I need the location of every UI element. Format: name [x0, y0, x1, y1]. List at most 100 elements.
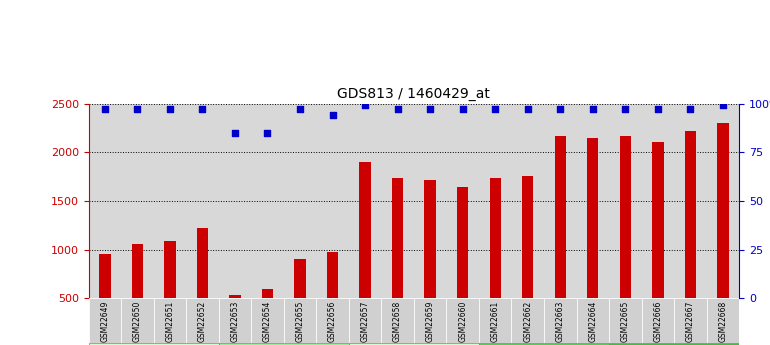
- Text: GSM22667: GSM22667: [686, 300, 695, 342]
- Text: GSM22660: GSM22660: [458, 300, 467, 342]
- Bar: [490, 178, 501, 298]
- Bar: [620, 136, 631, 298]
- Bar: [89, 298, 121, 343]
- Bar: [283, 298, 316, 343]
- Point: [99, 107, 111, 112]
- Bar: [294, 259, 306, 298]
- Bar: [554, 136, 566, 298]
- Bar: [154, 104, 186, 298]
- Bar: [89, 343, 219, 345]
- Bar: [707, 298, 739, 343]
- Bar: [196, 228, 208, 298]
- Point: [359, 103, 371, 108]
- Bar: [326, 252, 338, 298]
- Bar: [349, 298, 381, 343]
- Point: [229, 130, 241, 136]
- Bar: [479, 298, 511, 343]
- Text: GSM22665: GSM22665: [621, 300, 630, 342]
- Bar: [392, 178, 403, 298]
- Bar: [283, 104, 316, 298]
- Text: GSM22650: GSM22650: [133, 300, 142, 342]
- Bar: [316, 298, 349, 343]
- Bar: [707, 104, 739, 298]
- Bar: [641, 298, 675, 343]
- Point: [457, 107, 469, 112]
- Text: GSM22653: GSM22653: [230, 300, 239, 342]
- Bar: [360, 162, 371, 298]
- Text: GSM22662: GSM22662: [524, 300, 532, 342]
- Bar: [229, 295, 241, 298]
- Bar: [349, 343, 479, 345]
- Bar: [99, 254, 111, 298]
- Bar: [414, 298, 447, 343]
- Text: GSM22652: GSM22652: [198, 300, 207, 342]
- Bar: [381, 104, 414, 298]
- Point: [587, 107, 599, 112]
- Bar: [164, 241, 176, 298]
- Bar: [685, 131, 696, 298]
- Title: GDS813 / 1460429_at: GDS813 / 1460429_at: [337, 87, 490, 101]
- Bar: [121, 298, 154, 343]
- Bar: [186, 104, 219, 298]
- Point: [554, 107, 567, 112]
- Text: GSM22659: GSM22659: [426, 300, 434, 342]
- Point: [294, 107, 306, 112]
- Bar: [511, 298, 544, 343]
- Bar: [186, 298, 219, 343]
- Bar: [447, 298, 479, 343]
- Text: GSM22649: GSM22649: [100, 300, 109, 342]
- Bar: [609, 343, 739, 345]
- Point: [685, 107, 697, 112]
- Bar: [414, 104, 447, 298]
- Point: [651, 107, 664, 112]
- Bar: [511, 104, 544, 298]
- Text: GSM22664: GSM22664: [588, 300, 598, 342]
- Bar: [577, 104, 609, 298]
- Bar: [609, 104, 641, 298]
- Text: GSM22668: GSM22668: [718, 300, 728, 342]
- Bar: [479, 104, 511, 298]
- Bar: [479, 343, 609, 345]
- Bar: [609, 298, 641, 343]
- Point: [164, 107, 176, 112]
- Bar: [652, 141, 664, 298]
- Bar: [641, 104, 675, 298]
- Point: [261, 130, 273, 136]
- Text: GSM22663: GSM22663: [556, 300, 564, 342]
- Point: [196, 107, 209, 112]
- Bar: [219, 343, 349, 345]
- Bar: [675, 298, 707, 343]
- Point: [131, 107, 143, 112]
- Text: GSM22666: GSM22666: [654, 300, 662, 342]
- Bar: [381, 298, 414, 343]
- Text: GSM22655: GSM22655: [296, 300, 304, 342]
- Point: [489, 107, 501, 112]
- Point: [717, 103, 729, 108]
- Bar: [251, 104, 283, 298]
- Text: GSM22651: GSM22651: [166, 300, 174, 342]
- Bar: [154, 298, 186, 343]
- Bar: [522, 176, 534, 298]
- Bar: [675, 104, 707, 298]
- Text: GSM22661: GSM22661: [490, 300, 500, 342]
- Bar: [457, 187, 468, 298]
- Bar: [349, 104, 381, 298]
- Point: [326, 112, 339, 118]
- Bar: [132, 244, 143, 298]
- Bar: [717, 123, 728, 298]
- Bar: [577, 298, 609, 343]
- Bar: [262, 289, 273, 298]
- Bar: [121, 104, 154, 298]
- Bar: [316, 104, 349, 298]
- Text: GSM22656: GSM22656: [328, 300, 337, 342]
- Bar: [544, 104, 577, 298]
- Bar: [251, 298, 283, 343]
- Point: [391, 107, 403, 112]
- Bar: [424, 179, 436, 298]
- Bar: [219, 298, 251, 343]
- Point: [424, 107, 437, 112]
- Text: GSM22658: GSM22658: [393, 300, 402, 342]
- Bar: [219, 104, 251, 298]
- Point: [521, 107, 534, 112]
- Text: GSM22657: GSM22657: [360, 300, 370, 342]
